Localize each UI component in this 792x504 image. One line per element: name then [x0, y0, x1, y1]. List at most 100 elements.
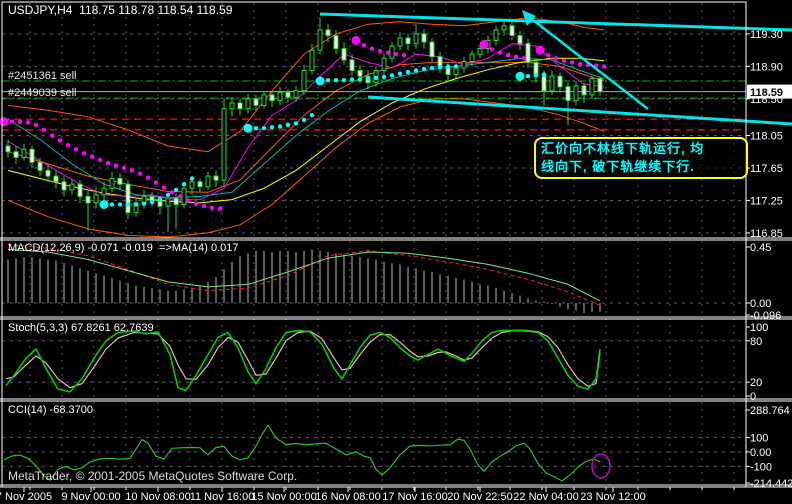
sar-cyan-dot: [373, 75, 379, 81]
order-label-2[interactable]: #2449039 sell: [8, 87, 77, 99]
candle-body: [237, 102, 243, 110]
sar-magenta-dot: [33, 122, 39, 128]
candle-body: [77, 183, 83, 197]
candles: [5, 17, 603, 233]
candle-body: [285, 91, 291, 98]
sar-cyan-dot: [261, 126, 267, 131]
sar-magenta-dot: [129, 168, 135, 173]
sar-cyan-dot: [189, 176, 195, 181]
cci-label: CCI(14) -68.3700: [8, 404, 93, 416]
sar-cyan-dot: [405, 69, 411, 75]
sar-cyan-dot: [445, 64, 451, 69]
stoch-k: [5, 329, 601, 393]
sar-magenta-dot: [479, 40, 489, 49]
sar-magenta-dot: [401, 52, 407, 58]
sar-magenta-dot: [49, 133, 55, 138]
sar-magenta-dot: [561, 58, 567, 63]
candle-body: [517, 35, 523, 45]
sar-cyan-dot: [533, 73, 539, 78]
stoch-axis-label: 80: [750, 336, 762, 348]
candle-body: [117, 178, 123, 185]
current-price-tag-text: 118.59: [750, 87, 783, 99]
candle-body: [213, 175, 219, 181]
sar-magenta-dot: [89, 154, 95, 159]
sar-magenta-dot: [153, 180, 159, 185]
watermark: MetaTrader, © 2001-2005 MetaQuotes Softw…: [8, 469, 298, 483]
stoch-axis-label: 20: [750, 377, 762, 389]
time-label: 9 Nov 00:00: [61, 491, 120, 503]
trendline: [528, 16, 649, 110]
candle-body: [429, 41, 435, 58]
candle-body: [437, 56, 443, 67]
main-axis-label: 117.65: [750, 163, 783, 175]
sar-magenta-dot: [505, 52, 511, 58]
sar-cyan-dot: [365, 76, 371, 81]
sar-magenta-dot: [601, 64, 607, 69]
main-axis-label: 116.85: [750, 228, 783, 240]
candle-body: [333, 35, 339, 50]
sar-magenta-dot: [545, 52, 551, 58]
macd-pane: [2, 244, 746, 313]
cci-highlight-ellipse: [591, 453, 611, 479]
candle-body: [189, 181, 195, 189]
current-price-tag: [747, 84, 792, 99]
stoch-axis-label: 0: [750, 391, 756, 403]
candle-body: [29, 148, 35, 163]
sar-magenta-dot: [209, 205, 215, 210]
sar-magenta-dot: [535, 45, 545, 55]
candle-body: [317, 29, 323, 51]
sar-magenta-dot: [137, 171, 143, 176]
sar-cyan-dot: [389, 73, 395, 78]
sar-cyan-dot: [181, 182, 187, 187]
stoch-label: Stoch(5,3,3) 67.8261 62.7639: [8, 322, 154, 334]
candle-body: [493, 29, 499, 41]
candle-body: [269, 94, 275, 102]
sar-magenta-dot: [553, 56, 559, 61]
sar-cyan-dot: [357, 77, 363, 82]
sar-cyan-dot: [243, 123, 253, 133]
annotation-box[interactable]: 汇价向不林线下轨运行, 均 线向下, 破下轨继续下行.: [534, 137, 748, 179]
frame: [0, 1, 792, 488]
time-label: 7 Nov 2005: [0, 491, 52, 503]
order-label-1[interactable]: #2451361 sell: [8, 70, 77, 82]
trendline: [319, 12, 792, 32]
chart-header: USDJPY,H4 118.75 118.78 118.54 118.59: [8, 3, 232, 17]
sar-cyan-dot: [277, 124, 283, 129]
sar-cyan-dot: [133, 202, 139, 207]
cci-pane: [3, 423, 611, 482]
candle-body: [277, 91, 283, 102]
candle-body: [541, 75, 547, 92]
candle-body: [125, 183, 131, 214]
time-label: 22 Nov 04:00: [513, 491, 578, 503]
candle-body: [21, 148, 27, 158]
ma-magenta: [7, 43, 605, 201]
main-pane: [2, 17, 746, 238]
sar-magenta-dot: [513, 54, 519, 59]
sar-cyan-dot: [381, 74, 387, 80]
cci-axis-label: -100: [750, 461, 772, 473]
sar-magenta-dot: [41, 127, 47, 132]
time-label: 16 Nov 08:00: [315, 491, 380, 503]
candle-body: [453, 67, 459, 75]
candle-body: [477, 48, 483, 55]
candle-body: [501, 25, 507, 31]
time-label: 23 Nov 12:00: [580, 491, 645, 503]
candle-body: [13, 151, 19, 158]
ma-yellow: [7, 57, 605, 204]
sar-cyan-dot: [269, 125, 275, 130]
main-axis-label: 118.05: [750, 131, 783, 143]
candle-body: [461, 61, 467, 69]
time-label: 10 Nov 08:00: [125, 491, 190, 503]
main-axis-label: 118.90: [750, 61, 783, 73]
candle-body: [197, 181, 203, 188]
sar-magenta-dot: [73, 147, 79, 152]
sar-cyan-dot: [301, 117, 307, 123]
sar-magenta-dot: [9, 119, 15, 124]
candle-body: [509, 25, 515, 36]
sar-cyan-dot: [141, 201, 147, 206]
macd-signal: [7, 244, 601, 306]
sar-cyan-dot: [165, 192, 171, 197]
